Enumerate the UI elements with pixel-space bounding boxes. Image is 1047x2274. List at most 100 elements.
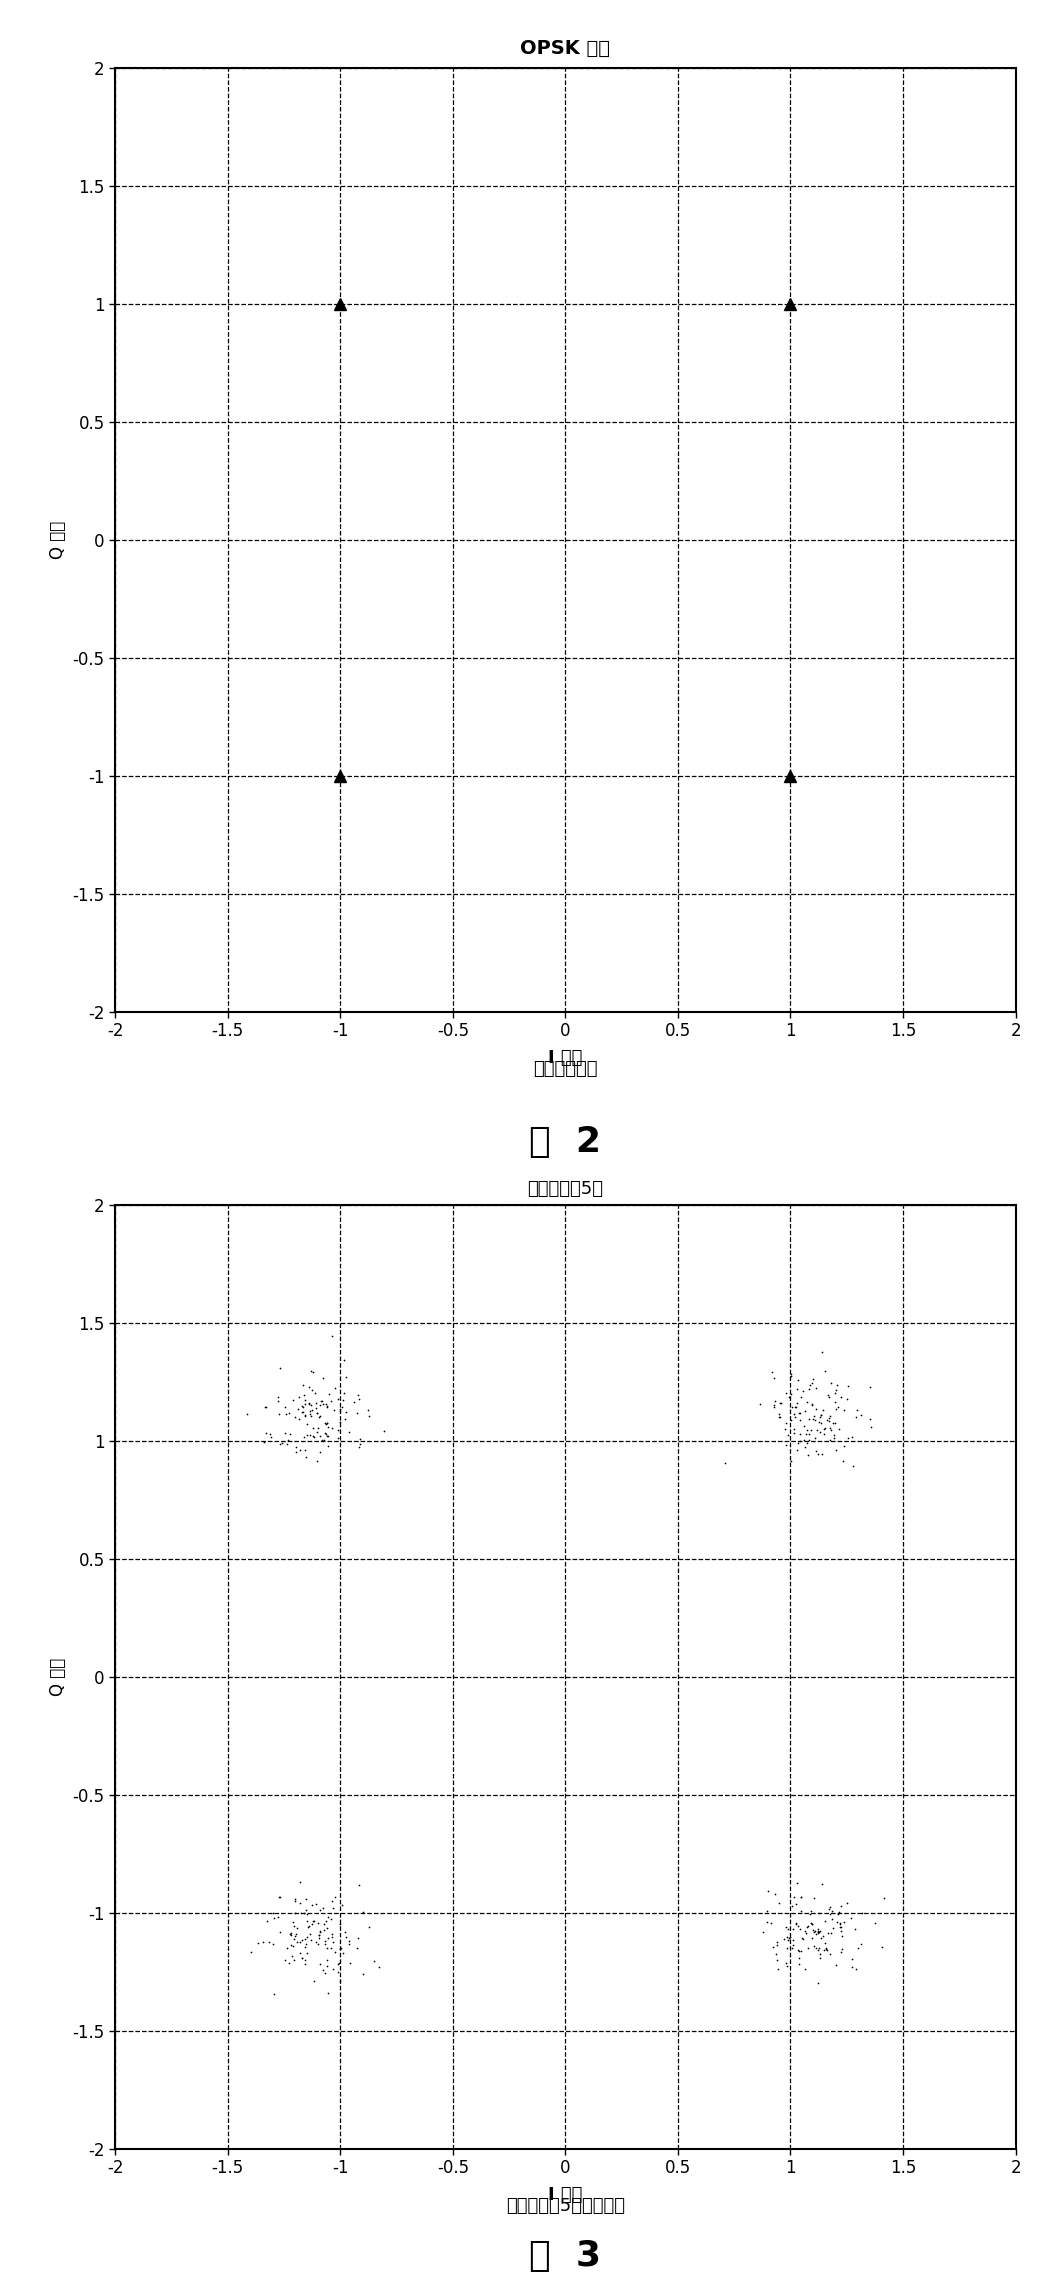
Point [799,1385,816,1421]
Point [785,1878,802,1915]
Point [340,1922,357,1958]
Point [298,1892,315,1928]
Point [316,1953,333,1990]
Point [843,1899,860,1935]
Point [808,1931,825,1967]
Point [287,1894,304,1931]
Point [282,1926,298,1962]
Point [778,1944,795,1981]
Point [324,1915,340,1951]
Point [291,1401,308,1437]
Point [299,1908,316,1944]
Point [812,1396,829,1433]
Point [796,1428,812,1464]
Point [318,1405,335,1442]
Title: OPSK 星座: OPSK 星座 [520,39,610,59]
Point [802,1367,819,1403]
Point [844,1419,861,1455]
Point [308,1924,325,1960]
Point [793,1933,809,1969]
Point [780,1417,797,1453]
Point [822,1897,839,1933]
Point [861,1401,877,1437]
Point [304,1392,320,1428]
Point [314,1383,331,1419]
Point [768,1942,785,1978]
Point [845,1449,862,1485]
Point [350,1376,366,1412]
Point [330,1419,347,1455]
Point [807,1915,824,1951]
Point [810,1435,827,1471]
Point [311,1915,328,1951]
Point [817,1410,833,1446]
Point [771,1396,787,1433]
Point [352,1421,369,1458]
Point [805,1360,822,1396]
Point [816,1412,832,1449]
Point [365,1942,382,1978]
Point [783,1389,800,1426]
Point [316,1414,333,1451]
Point [811,1414,828,1451]
Point [788,1385,805,1421]
Point [804,1387,821,1424]
Point [811,1399,828,1435]
Point [288,1917,305,1953]
Point [820,1376,837,1412]
Point [785,1410,802,1446]
Point [271,1878,288,1915]
Point [309,1906,326,1942]
Point [823,1915,840,1951]
Point [821,1378,838,1414]
Point [853,1894,870,1931]
Point [376,1412,393,1449]
Point [822,1399,839,1435]
Point [320,1376,337,1412]
Point [800,1371,817,1408]
Point [874,1928,891,1965]
Point [305,1962,321,1999]
Point [319,1919,336,1956]
Point [283,1917,299,1953]
Point [318,1405,335,1442]
Point [793,1380,809,1417]
Point [822,1410,839,1446]
Point [332,1931,349,1967]
Point [798,1915,815,1951]
Point [792,1910,808,1947]
Point [797,1392,814,1428]
Point [299,1417,316,1453]
Point [786,1414,803,1451]
Point [789,1908,806,1944]
Point [766,1360,783,1396]
Point [790,1947,807,1983]
Point [296,1922,313,1958]
Point [802,1897,819,1933]
Point [304,1887,320,1924]
Point [279,1426,295,1462]
Point [257,1389,273,1426]
Point [782,1358,799,1394]
Point [333,1887,350,1924]
Point [793,1892,809,1928]
Point [325,1951,341,1987]
Point [292,1885,309,1922]
Point [789,1362,806,1399]
Point [297,1383,314,1419]
Point [287,1399,304,1435]
Point [293,1894,310,1931]
Point [360,1399,377,1435]
Point [814,1867,830,1903]
Point [765,1389,782,1426]
Point [787,1885,804,1922]
Point [319,1410,336,1446]
Point [283,1915,299,1951]
Point [355,1894,372,1931]
Point [331,1403,348,1439]
Point [316,1906,333,1942]
Point [804,1385,821,1421]
Text: 频率偏移为5％时的星座: 频率偏移为5％时的星座 [506,2197,625,2215]
Point [801,1421,818,1458]
Point [305,1410,321,1446]
